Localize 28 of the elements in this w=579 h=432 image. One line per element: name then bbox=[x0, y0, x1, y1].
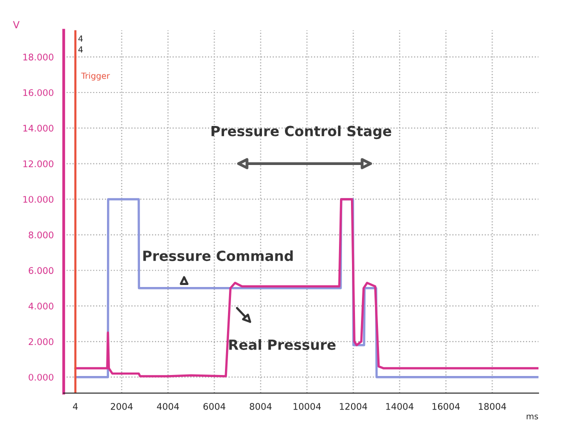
x-tick-label: 18004 bbox=[478, 403, 506, 410]
x-tick-label: 10004 bbox=[294, 403, 321, 410]
y-tick-label: 16.000 bbox=[23, 89, 54, 96]
annotation: 4 bbox=[78, 46, 83, 52]
x-tick-label: 6004 bbox=[203, 403, 226, 410]
annotation: Real Pressure bbox=[229, 339, 336, 350]
y-tick-label: 2.000 bbox=[28, 338, 54, 346]
y-tick-label: 0.000 bbox=[28, 374, 54, 381]
y-tick-label: 12.000 bbox=[23, 160, 54, 168]
x-axis-title: ms bbox=[526, 414, 538, 420]
annotation: Pressure Command bbox=[143, 250, 293, 262]
x-tick-label: 16004 bbox=[432, 403, 460, 410]
x-tick-label: 4 bbox=[72, 403, 78, 410]
y-tick-label: 10.000 bbox=[23, 196, 54, 203]
ref-line-label: Trigger bbox=[81, 72, 110, 81]
x-tick-label: 12004 bbox=[340, 403, 368, 410]
x-tick-label: 4004 bbox=[156, 403, 179, 410]
y-tick-label: 4.000 bbox=[28, 302, 54, 310]
y-tick-label: 6.000 bbox=[28, 267, 54, 274]
x-tick-label: 2004 bbox=[110, 403, 133, 410]
y-tick-label: 8.000 bbox=[28, 232, 54, 238]
x-tick-label: 14004 bbox=[386, 403, 414, 410]
y-tick-label: 18.000 bbox=[23, 54, 54, 60]
y-tick-label: 14.000 bbox=[23, 124, 54, 132]
x-tick-label: 8004 bbox=[250, 403, 272, 410]
annotation: Pressure Control Stage bbox=[212, 126, 392, 140]
y-axis-title: V bbox=[13, 21, 20, 28]
annotation: 4 bbox=[78, 36, 83, 42]
